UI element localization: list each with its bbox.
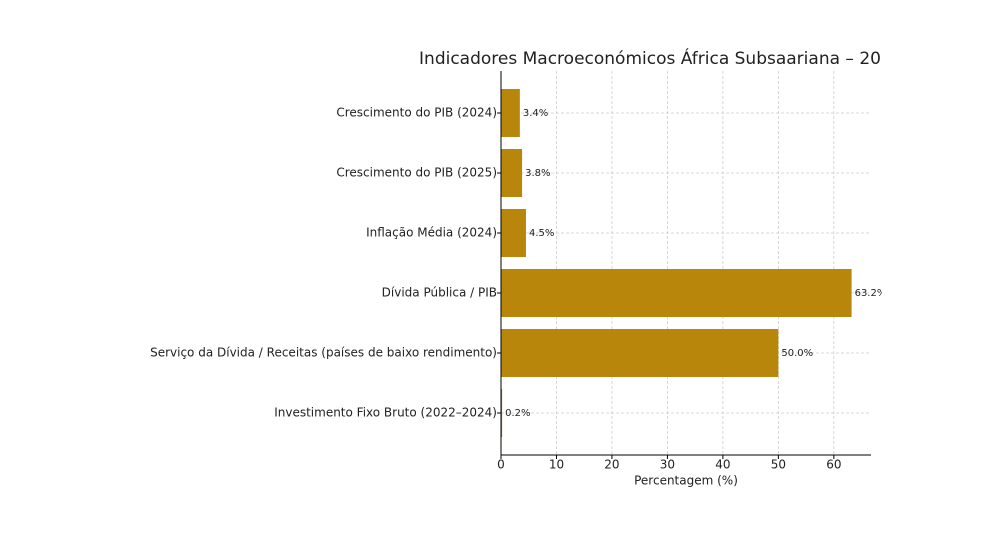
bar bbox=[501, 329, 779, 377]
data-label: 4.5% bbox=[529, 228, 554, 239]
x-tick-label: 0 bbox=[497, 458, 505, 472]
data-label: 0.2% bbox=[505, 408, 530, 419]
data-label: 63.2% bbox=[855, 288, 887, 299]
y-tick-label: Dívida Pública / PIB bbox=[382, 286, 497, 300]
x-axis-label: Percentagem (%) bbox=[634, 474, 738, 488]
data-label: 50.0% bbox=[781, 348, 813, 359]
y-tick-label: Inflação Média (2024) bbox=[366, 226, 497, 240]
x-tick-label: 40 bbox=[715, 458, 730, 472]
bar bbox=[501, 89, 520, 137]
x-tick-label: 50 bbox=[771, 458, 786, 472]
x-tick-label: 60 bbox=[826, 458, 841, 472]
data-label: 3.4% bbox=[523, 108, 548, 119]
bar bbox=[501, 269, 852, 317]
chart-title: Indicadores Macroeconómicos África Subsa… bbox=[419, 47, 881, 69]
x-tick-label: 10 bbox=[549, 458, 564, 472]
y-tick-label: Serviço da Dívida / Receitas (países de … bbox=[150, 346, 497, 360]
y-tick-label: Investimento Fixo Bruto (2022–2024) bbox=[274, 406, 497, 420]
bar bbox=[501, 149, 523, 197]
x-tick-label: 30 bbox=[660, 458, 675, 472]
data-label: 3.8% bbox=[525, 168, 550, 179]
x-tick-label: 20 bbox=[604, 458, 619, 472]
y-tick-label: Crescimento do PIB (2025) bbox=[336, 166, 497, 180]
bar bbox=[501, 209, 526, 257]
y-tick-label: Crescimento do PIB (2024) bbox=[336, 106, 497, 120]
bar bbox=[501, 389, 503, 437]
plot-root: Indicadores Macroeconómicos África Subsa… bbox=[150, 47, 887, 488]
